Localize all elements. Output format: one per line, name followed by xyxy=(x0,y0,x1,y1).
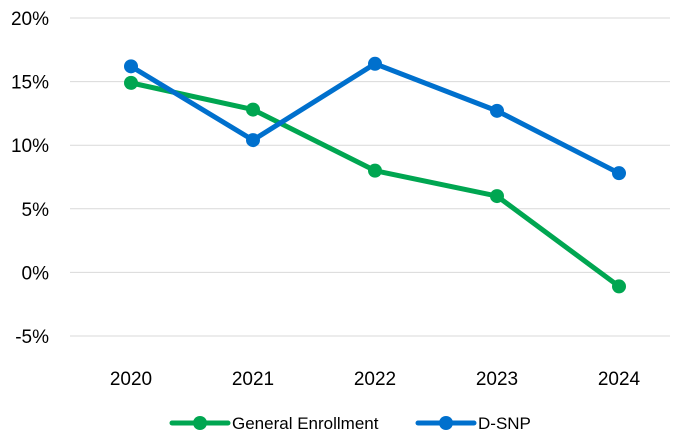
data-point xyxy=(246,102,260,117)
y-tick-label: 5% xyxy=(22,200,50,221)
x-tick-label: 2024 xyxy=(598,369,641,390)
y-tick-label: -5% xyxy=(15,327,49,348)
legend-label: D-SNP xyxy=(478,414,531,433)
data-point xyxy=(490,103,504,118)
data-point xyxy=(246,133,260,148)
series-general-enrollment xyxy=(124,75,626,294)
legend-item: General Enrollment xyxy=(169,414,379,433)
x-tick-label: 2020 xyxy=(110,369,152,390)
x-tick-label: 2023 xyxy=(476,369,518,390)
data-point xyxy=(612,166,626,181)
data-point xyxy=(124,59,138,74)
y-tick-label: 0% xyxy=(22,263,50,284)
series-d-snp xyxy=(124,56,626,181)
y-tick-label: 10% xyxy=(11,136,49,157)
data-point xyxy=(612,279,626,294)
legend-label: General Enrollment xyxy=(232,414,379,433)
series-line xyxy=(128,61,622,176)
legend-marker-swatch xyxy=(193,416,207,430)
gridlines xyxy=(70,17,670,337)
x-tick-label: 2022 xyxy=(354,369,396,390)
legend: General Enrollment D-SNP xyxy=(169,414,531,433)
y-tick-label: 15% xyxy=(11,73,49,94)
data-point xyxy=(490,189,504,204)
legend-marker-swatch xyxy=(439,416,453,430)
data-point xyxy=(124,75,138,90)
data-point xyxy=(368,56,382,71)
legend-item: D-SNP xyxy=(415,414,531,433)
y-axis-tick-labels: -5% 0% 5% 10% 15% 20% xyxy=(11,9,49,348)
x-axis-tick-labels: 2020 2021 2022 2023 2024 xyxy=(110,369,641,390)
data-point xyxy=(368,163,382,178)
x-tick-label: 2021 xyxy=(232,369,274,390)
series-lines xyxy=(124,56,626,294)
y-tick-label: 20% xyxy=(11,9,49,30)
